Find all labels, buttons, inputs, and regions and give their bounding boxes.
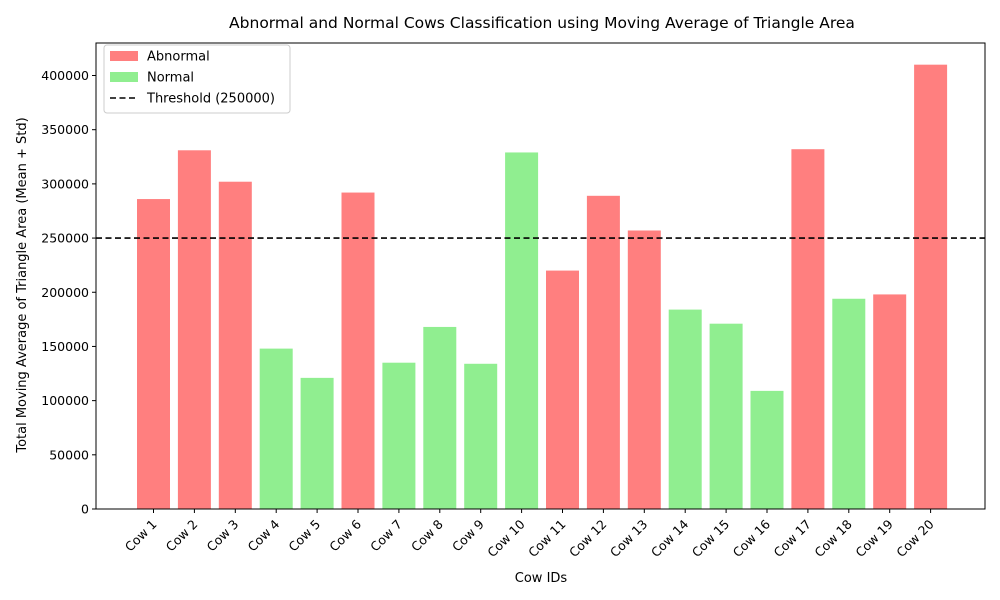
bar-cow-3 — [218, 181, 252, 509]
bar-cow-2 — [177, 150, 211, 509]
bar-cow-7 — [382, 362, 416, 509]
x-tick-label: Cow 10 — [484, 516, 528, 560]
bar-cow-15 — [709, 323, 743, 509]
y-tick-label: 200000 — [41, 285, 89, 300]
legend-label: Threshold (250000) — [146, 92, 275, 107]
x-tick-label: Cow 15 — [689, 517, 732, 560]
y-tick-label: 0 — [81, 502, 89, 517]
bar-cow-11 — [546, 270, 579, 509]
bar-cow-20 — [914, 64, 948, 510]
x-tick-label: Cow 16 — [730, 516, 774, 560]
bar-cow-14 — [668, 309, 702, 509]
x-tick-label: Cow 2 — [163, 517, 201, 555]
x-tick-label: Cow 1 — [122, 517, 160, 555]
x-tick-label: Cow 20 — [893, 516, 937, 560]
bar-cow-6 — [341, 192, 375, 510]
chart-title: Abnormal and Normal Cows Classification … — [229, 14, 855, 32]
plot-area: 0 50000 100000 150000 200000 250000 300000 3500… — [41, 42, 986, 560]
legend-normal-swatch — [110, 72, 138, 82]
x-tick-label: Cow 19 — [852, 516, 896, 560]
legend: Abnormal Normal Threshold (250000) — [103, 44, 291, 114]
bar-cow-17 — [791, 149, 825, 509]
x-tick-label: Cow 17 — [771, 517, 814, 560]
y-tick-label: 300000 — [41, 176, 89, 191]
bar-cow-4 — [259, 348, 293, 509]
bar-cow-18 — [832, 298, 866, 509]
bar-cow-19 — [873, 294, 907, 509]
bar-cow-9 — [464, 363, 498, 509]
x-tick-label: Cow 3 — [204, 517, 242, 555]
x-tick-label: Cow 12 — [566, 517, 609, 560]
x-tick-label: Cow 4 — [244, 516, 282, 554]
x-axis-label: Cow IDs — [515, 571, 568, 586]
x-tick-label: Cow 7 — [367, 517, 405, 555]
bar-cow-1 — [137, 199, 170, 509]
x-tick-label: Cow 14 — [648, 516, 692, 560]
legend-label: Abnormal — [147, 50, 210, 65]
x-tick-label: Cow 13 — [607, 517, 650, 560]
x-tick-label: Cow 6 — [326, 516, 364, 554]
legend-label: Normal — [147, 71, 194, 86]
y-tick-label: 100000 — [41, 393, 89, 408]
x-tick-label: Cow 18 — [811, 516, 855, 560]
bar-cow-12 — [586, 195, 620, 509]
y-tick-label: 350000 — [41, 122, 89, 137]
x-tick-label: Cow 8 — [408, 516, 446, 554]
axes-frame — [95, 42, 986, 510]
bar-cow-16 — [750, 390, 784, 509]
y-tick-label: 250000 — [41, 231, 89, 246]
x-tick-label: Cow 9 — [449, 516, 487, 554]
x-tick-label: Cow 5 — [285, 517, 323, 555]
x-tick-label: Cow 11 — [525, 517, 568, 560]
legend-box — [103, 44, 291, 114]
y-tick-label: 150000 — [41, 339, 89, 354]
bar-cow-8 — [423, 326, 457, 509]
y-axis-label: Total Moving Average of Triangle Area (M… — [15, 117, 30, 453]
bar-cow-13 — [627, 230, 661, 510]
y-tick-label: 400000 — [41, 68, 89, 83]
bar-cow-10 — [505, 152, 539, 509]
y-tick-label: 50000 — [49, 447, 89, 462]
legend-abnormal-swatch — [110, 51, 138, 61]
bar-cow-5 — [300, 377, 334, 509]
